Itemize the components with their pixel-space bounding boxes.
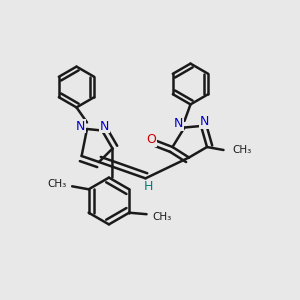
Text: O: O xyxy=(147,133,156,146)
Text: N: N xyxy=(174,117,183,130)
Text: H: H xyxy=(144,180,153,193)
Text: CH₃: CH₃ xyxy=(153,212,172,222)
Text: CH₃: CH₃ xyxy=(232,145,251,155)
Text: CH₃: CH₃ xyxy=(47,179,66,189)
Text: N: N xyxy=(100,120,109,133)
Text: N: N xyxy=(76,119,85,133)
Text: N: N xyxy=(199,115,209,128)
